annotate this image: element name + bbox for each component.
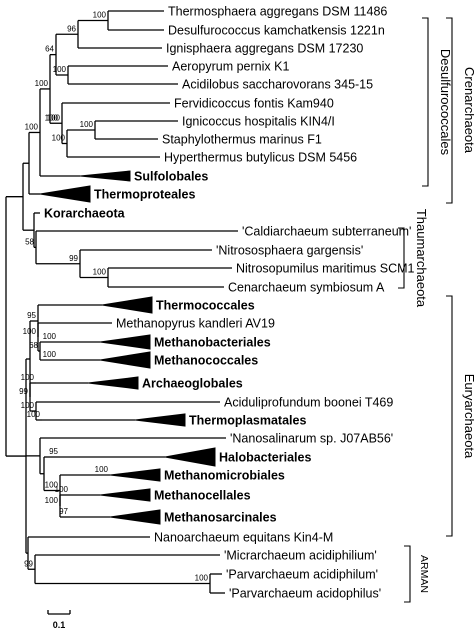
bootstrap-label: 100 [93,268,107,277]
taxon-label: Korarchaeota [44,206,126,220]
crenarchaeota-label: Crenarchaeota [462,67,474,154]
taxon-label: Nanoarchaeum equitans Kin4-M [154,530,333,544]
bootstrap-label: 96 [67,24,76,33]
taxon-label: Aeropyrum pernix K1 [172,59,289,73]
arman-bracket: ARMAN [404,545,430,603]
collapsed-clade-wedge [99,488,151,502]
bootstrap-label: 100 [45,113,59,122]
taxon-label: Desulfurococcus kamchatkensis 1221n [168,23,385,37]
taxon-label: 'Caldiarchaeum subterraneum' [242,224,411,238]
bootstrap-label: 99 [24,559,33,568]
bootstrap-label: 100 [195,574,209,583]
bootstrap-label: 100 [25,122,39,131]
collapsed-clade-wedge [109,468,161,482]
bootstrap-label: 100 [21,401,35,410]
bootstrap-label: 58 [25,237,34,246]
collapsed-clade-wedge [79,170,131,182]
taxon-label: Thermosphaera aggregans DSM 11486 [168,4,387,18]
taxon-labels: Thermosphaera aggregans DSM 11486 Desulfu… [44,4,415,600]
bootstrap-label: 100 [21,373,35,382]
desulfurococcales-label: Desulfurococcales [438,49,453,156]
arman-label: ARMAN [418,555,430,593]
taxon-label: 'Parvarchaeum acidiphilum' [226,567,378,581]
taxon-label: Halobacteriales [219,450,311,464]
bootstrap-label: 99 [19,387,28,396]
taxon-label: Methanococcales [154,353,258,367]
collapsed-clade-wedge [109,509,161,525]
scale-bar-label: 0.1 [53,620,66,630]
desulfurococcales-bracket: Desulfurococcales [422,17,453,187]
taxon-label: Thermoplasmatales [189,413,306,427]
collapsed-clade-wedge [99,351,151,369]
taxon-label: 'Nitrososphaera gargensis' [216,243,363,257]
taxon-label: Staphylothermus marinus F1 [162,132,322,146]
taxon-label: Sulfolobales [134,169,208,183]
bootstrap-label: 100 [80,120,94,129]
bootstrap-label: 97 [59,507,68,516]
collapsed-clade-wedge [101,296,153,314]
taxon-label: Methanomicrobiales [164,468,285,482]
bootstrap-label: 100 [55,485,69,494]
taxon-label: Methanobacteriales [154,335,271,349]
taxon-label: Aciduliprofundum boonei T469 [224,395,393,409]
taxon-label: 'Parvarchaeum acidophilus' [229,586,381,600]
collapsed-clade-wedge [164,447,216,467]
taxon-label: Archaeoglobales [142,376,243,390]
bootstrap-label: 68 [29,341,38,350]
taxon-label: Acidilobus saccharovorans 345-15 [182,77,373,91]
scale-bar: 0.1 [47,610,71,630]
collapsed-clade-wedge [99,334,151,350]
euryarchaeota-bracket: Euryarchaeota [446,295,474,537]
thaumarchaeota-label: Thaumarchaeota [414,209,429,308]
taxon-label: Nitrosopumilus maritimus SCM1 [236,261,415,275]
collapsed-clade-wedge [39,185,91,203]
taxon-label: Cenarchaeum symbiosum A [228,280,385,294]
bootstrap-label: 100 [45,481,59,490]
taxon-label: Hyperthermus butylicus DSM 5456 [164,150,357,164]
bootstrap-label: 100 [23,327,37,336]
bootstrap-label: 100 [47,113,61,122]
taxon-label: Ignicoccus hospitalis KIN4/I [182,114,335,128]
taxon-label: Methanopyrus kandleri AV19 [116,316,275,330]
bootstrap-label: 95 [27,311,36,320]
taxon-label: Thermococcales [156,298,255,312]
bootstrap-label: 100 [35,79,49,88]
bootstrap-label: 100 [53,65,67,74]
bootstrap-label: 99 [69,254,78,263]
bootstrap-label: 100 [95,465,109,474]
collapsed-clade-wedge [87,376,139,390]
taxon-label: Thermoproteales [94,187,195,201]
bootstrap-labels: 1009610064100100100100100100100995810010… [19,11,208,583]
bootstrap-label: 100 [43,350,57,359]
bootstrap-label: 64 [45,45,54,54]
taxon-label: Methanosarcinales [164,510,277,524]
bootstrap-label: 100 [27,410,41,419]
bootstrap-label: 100 [93,11,107,20]
taxon-label: Fervidicoccus fontis Kam940 [174,96,334,110]
bootstrap-label: 95 [49,447,58,456]
euryarchaeota-label: Euryarchaeota [462,374,474,459]
collapsed-clade-wedge [134,413,186,427]
crenarchaeota-bracket: Crenarchaeota [446,17,474,204]
bootstrap-label: 100 [45,496,59,505]
thaumarchaeota-bracket: Thaumarchaeota [398,209,429,308]
taxon-label: 'Micrarchaeum acidiphilium' [224,548,377,562]
taxon-label: Ignisphaera aggregans DSM 17230 [166,41,363,55]
tree-branches [5,10,238,594]
taxon-label: Methanocellales [154,488,251,502]
bootstrap-label: 100 [52,134,66,143]
bootstrap-label: 100 [43,332,57,341]
taxon-label: 'Nanosalinarum sp. J07AB56' [230,431,393,445]
collapsed-clade-wedges [39,170,216,525]
